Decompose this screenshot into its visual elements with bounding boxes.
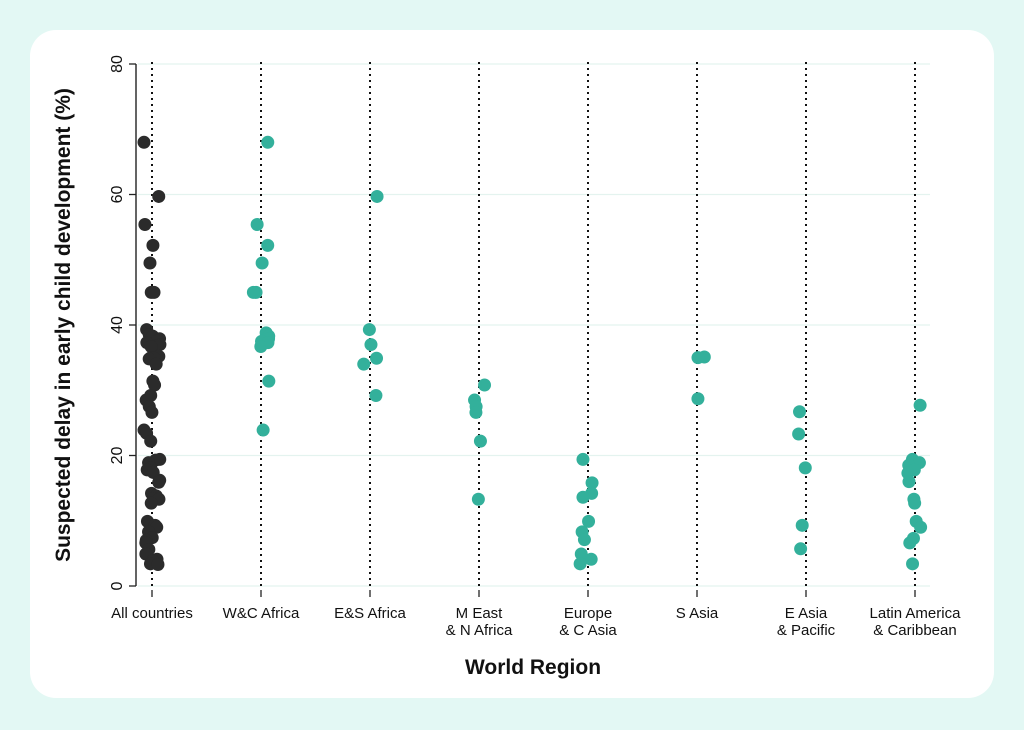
data-point — [903, 536, 917, 550]
data-point — [573, 557, 587, 571]
axes — [129, 63, 916, 597]
data-point — [576, 452, 590, 466]
data-point — [902, 475, 916, 489]
data-point — [137, 135, 151, 149]
data-point — [144, 496, 158, 510]
data-point — [362, 323, 376, 337]
data-point — [478, 378, 492, 392]
data-point — [577, 533, 591, 547]
y-tick-label: 80 — [109, 55, 126, 73]
x-tick-label-line: E Asia — [785, 605, 828, 622]
data-point — [691, 392, 705, 406]
data-point — [261, 135, 275, 149]
data-point — [795, 518, 809, 532]
x-tick-label-line: S Asia — [676, 605, 719, 622]
data-point — [584, 552, 598, 566]
data-point — [138, 218, 152, 232]
data-point — [149, 357, 163, 371]
x-tick-label-line: M East — [456, 605, 504, 622]
data-point — [147, 285, 161, 299]
data-point — [798, 461, 812, 475]
x-tick-label-line: & Caribbean — [873, 622, 956, 639]
data-point — [151, 557, 165, 571]
data-point — [261, 238, 275, 252]
axis-labels: 0 20 40 60 80 All countries W&C Africa E&S Afri… — [109, 55, 961, 639]
x-tick-label: All countries — [111, 605, 193, 622]
data-point — [576, 490, 590, 504]
data-point — [369, 388, 383, 402]
data-point — [143, 256, 157, 270]
data-point — [469, 405, 483, 419]
x-tick-label-line: & Pacific — [777, 622, 836, 639]
x-tick-label: S Asia — [676, 605, 719, 622]
data-point — [357, 357, 371, 371]
data-point — [152, 475, 166, 489]
x-tick-label: M East & N Africa — [446, 605, 513, 639]
x-tick-label: Europe & C Asia — [559, 605, 617, 639]
x-tick-label-line: & C Asia — [559, 622, 617, 639]
data-point — [574, 547, 588, 561]
x-tick-label-line: W&C Africa — [223, 605, 300, 622]
data-point — [148, 378, 162, 392]
x-tick-label: Latin America & Caribbean — [870, 605, 962, 639]
x-tick-label: E&S Africa — [334, 605, 406, 622]
x-tick-label-line: Europe — [564, 605, 612, 622]
data-point — [582, 514, 596, 528]
data-point — [585, 476, 599, 490]
x-tick-label-line: Latin America — [870, 605, 962, 622]
data-point — [246, 285, 260, 299]
x-tick-label: W&C Africa — [223, 605, 300, 622]
data-point — [262, 374, 276, 388]
y-tick-label: 0 — [109, 581, 126, 590]
x-tick-label: E Asia & Pacific — [777, 605, 836, 639]
data-point — [146, 238, 160, 252]
data-point — [913, 398, 927, 412]
data-point — [471, 492, 485, 506]
data-point — [145, 405, 159, 419]
x-tick-label-line: & N Africa — [446, 622, 513, 639]
data-point — [908, 496, 922, 510]
y-tick-label: 40 — [109, 316, 126, 334]
data-point — [792, 427, 806, 441]
data-points — [137, 135, 928, 571]
x-tick-label-line: All countries — [111, 605, 193, 622]
data-point — [256, 423, 270, 437]
data-point — [370, 189, 384, 203]
y-tick-label: 60 — [109, 186, 126, 204]
data-point — [255, 256, 269, 270]
data-point — [794, 542, 808, 556]
data-point — [364, 338, 378, 352]
data-point — [793, 405, 807, 419]
data-point — [152, 189, 166, 203]
data-point — [250, 218, 264, 232]
data-point — [914, 520, 928, 534]
chart-card: 0 20 40 60 80 All countries W&C Africa E&S Afri… — [30, 30, 994, 698]
y-tick-label: 20 — [109, 447, 126, 465]
y-axis-title: Suspected delay in early child developme… — [52, 88, 75, 562]
data-point — [370, 351, 384, 365]
data-point — [254, 340, 268, 354]
grid-lines — [138, 63, 930, 587]
data-point — [144, 340, 158, 354]
data-point — [906, 557, 920, 571]
data-point — [473, 434, 487, 448]
data-point — [691, 351, 705, 365]
x-tick-label-line: E&S Africa — [334, 605, 406, 622]
x-axis-title: World Region — [465, 656, 601, 679]
data-point — [144, 434, 158, 448]
scatter-chart: 0 20 40 60 80 All countries W&C Africa E&S Afri… — [52, 55, 961, 679]
